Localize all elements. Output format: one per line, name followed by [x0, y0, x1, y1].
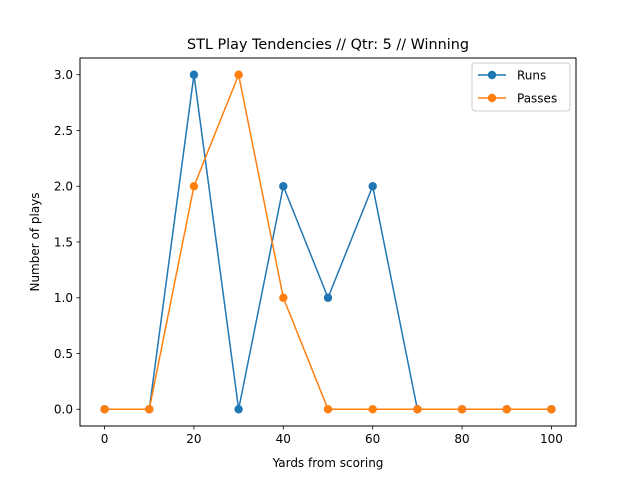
data-point-passes — [279, 293, 288, 302]
x-tick-label: 100 — [540, 432, 563, 446]
legend-label-passes: Passes — [517, 91, 557, 105]
axis-ticks: 0 20 40 60 80 100 0.0 0.5 1.0 1.5 2.0 2.5 3.0 — [54, 68, 563, 446]
y-tick-label: 2.0 — [54, 180, 73, 194]
data-point-passes — [413, 405, 422, 414]
data-point-passes — [189, 182, 199, 191]
y-axis-label: Number of plays — [28, 192, 42, 291]
data-point-runs — [279, 182, 288, 191]
data-point-passes — [323, 405, 333, 414]
data-point-passes — [100, 405, 109, 414]
data-point-runs — [189, 70, 199, 79]
plot-area — [100, 70, 556, 414]
x-tick-label: 80 — [454, 432, 469, 446]
y-tick-label: 3.0 — [54, 68, 73, 82]
data-point-runs — [323, 293, 333, 302]
y-tick-label: 2.5 — [54, 124, 73, 138]
legend-marker-passes — [487, 93, 497, 103]
data-point-passes — [547, 405, 556, 414]
x-axis-label: Yards from scoring — [272, 456, 384, 470]
data-point-runs — [368, 182, 377, 191]
y-tick-label: 0.5 — [54, 347, 73, 361]
x-tick-label: 0 — [101, 432, 109, 446]
y-tick-label: 1.0 — [54, 291, 73, 305]
y-tick-label: 0.0 — [54, 403, 73, 417]
data-point-passes — [368, 405, 377, 414]
x-tick-label: 20 — [186, 432, 201, 446]
legend-label-runs: Runs — [517, 68, 546, 82]
legend-marker-runs — [487, 70, 497, 80]
legend: Runs Passes — [471, 62, 571, 112]
data-point-passes — [145, 405, 154, 414]
data-point-passes — [234, 70, 243, 79]
x-tick-label: 60 — [365, 432, 380, 446]
data-point-passes — [502, 405, 511, 414]
y-tick-label: 1.5 — [54, 235, 73, 249]
data-point-passes — [457, 405, 467, 414]
x-tick-label: 40 — [276, 432, 291, 446]
data-point-runs — [234, 405, 243, 414]
axes-frame — [79, 57, 577, 427]
chart-title: STL Play Tendencies // Qtr: 5 // Winning — [187, 37, 469, 53]
